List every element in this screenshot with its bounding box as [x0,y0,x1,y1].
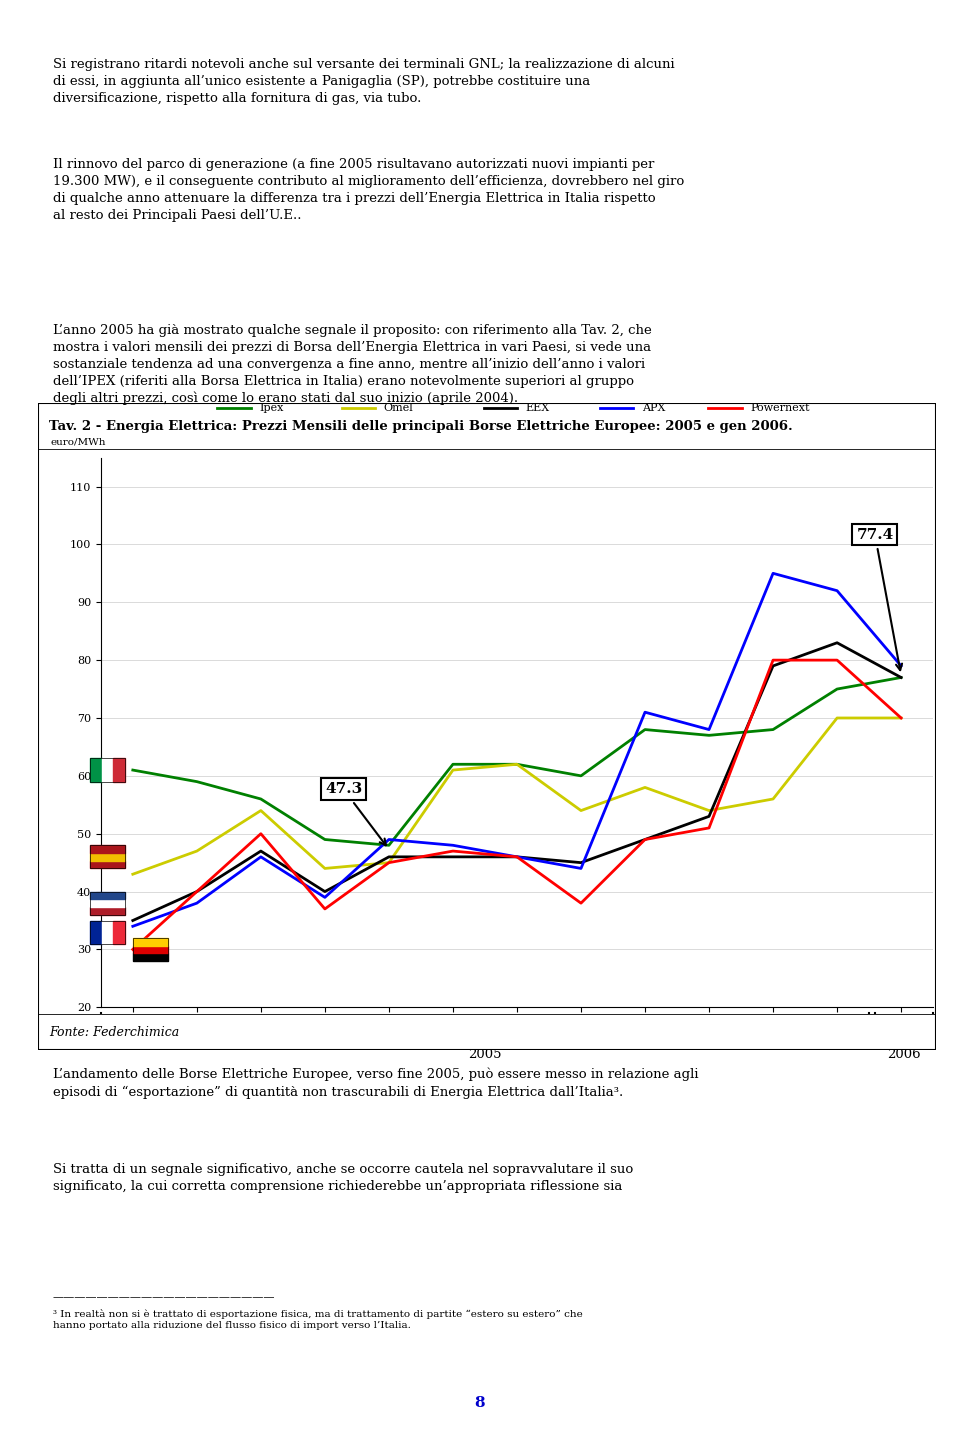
Text: 77.4: 77.4 [856,528,902,671]
Text: 47.3: 47.3 [324,783,386,845]
Bar [132,953,168,961]
Bar [90,921,102,944]
Text: L’andamento delle Borse Elettriche Europee, verso fine 2005, può essere messo in: L’andamento delle Borse Elettriche Europ… [53,1068,698,1098]
Text: euro/MWh: euro/MWh [51,437,107,446]
Text: 2005: 2005 [468,1048,502,1061]
Text: Tav. 2 - Energia Elettrica: Prezzi Mensili delle principali Borse Elettriche Eur: Tav. 2 - Energia Elettrica: Prezzi Mensi… [49,420,793,433]
Bar [113,921,125,944]
Text: Omel: Omel [384,403,414,413]
Bar [90,921,125,944]
Text: Fonte: Federchimica: Fonte: Federchimica [49,1026,180,1039]
Text: Powernext: Powernext [750,403,809,413]
Text: APX: APX [642,403,665,413]
Bar [90,758,125,781]
Bar [132,938,168,961]
Bar [90,758,102,781]
Bar [90,892,125,915]
Bar [90,899,125,907]
Bar [132,945,168,953]
Bar [90,845,125,868]
Text: Si registrano ritardi notevoli anche sul versante dei terminali GNL; la realizza: Si registrano ritardi notevoli anche sul… [53,58,675,105]
Text: Il rinnovo del parco di generazione (a fine 2005 risultavano autorizzati nuovi i: Il rinnovo del parco di generazione (a f… [53,158,684,222]
Bar [90,892,125,899]
Bar [90,861,125,868]
Bar [132,938,168,945]
Text: 2006: 2006 [887,1048,922,1061]
Bar [113,758,125,781]
Text: ³ In realtà non si è trattato di esportazione fisica, ma di trattamento di parti: ³ In realtà non si è trattato di esporta… [53,1309,583,1331]
Text: Ipex: Ipex [259,403,283,413]
Text: Si tratta di un segnale significativo, anche se occorre cautela nel sopravvaluta: Si tratta di un segnale significativo, a… [53,1163,633,1193]
Text: L’anno 2005 ha già mostrato qualche segnale il proposito: con riferimento alla T: L’anno 2005 ha già mostrato qualche segn… [53,324,652,406]
Bar [102,758,113,781]
Bar [90,845,125,853]
Bar [102,921,113,944]
Text: ————————————————————: ———————————————————— [53,1292,276,1302]
Text: 8: 8 [474,1396,486,1410]
Text: EEX: EEX [525,403,549,413]
Bar [90,853,125,861]
Bar [90,907,125,915]
